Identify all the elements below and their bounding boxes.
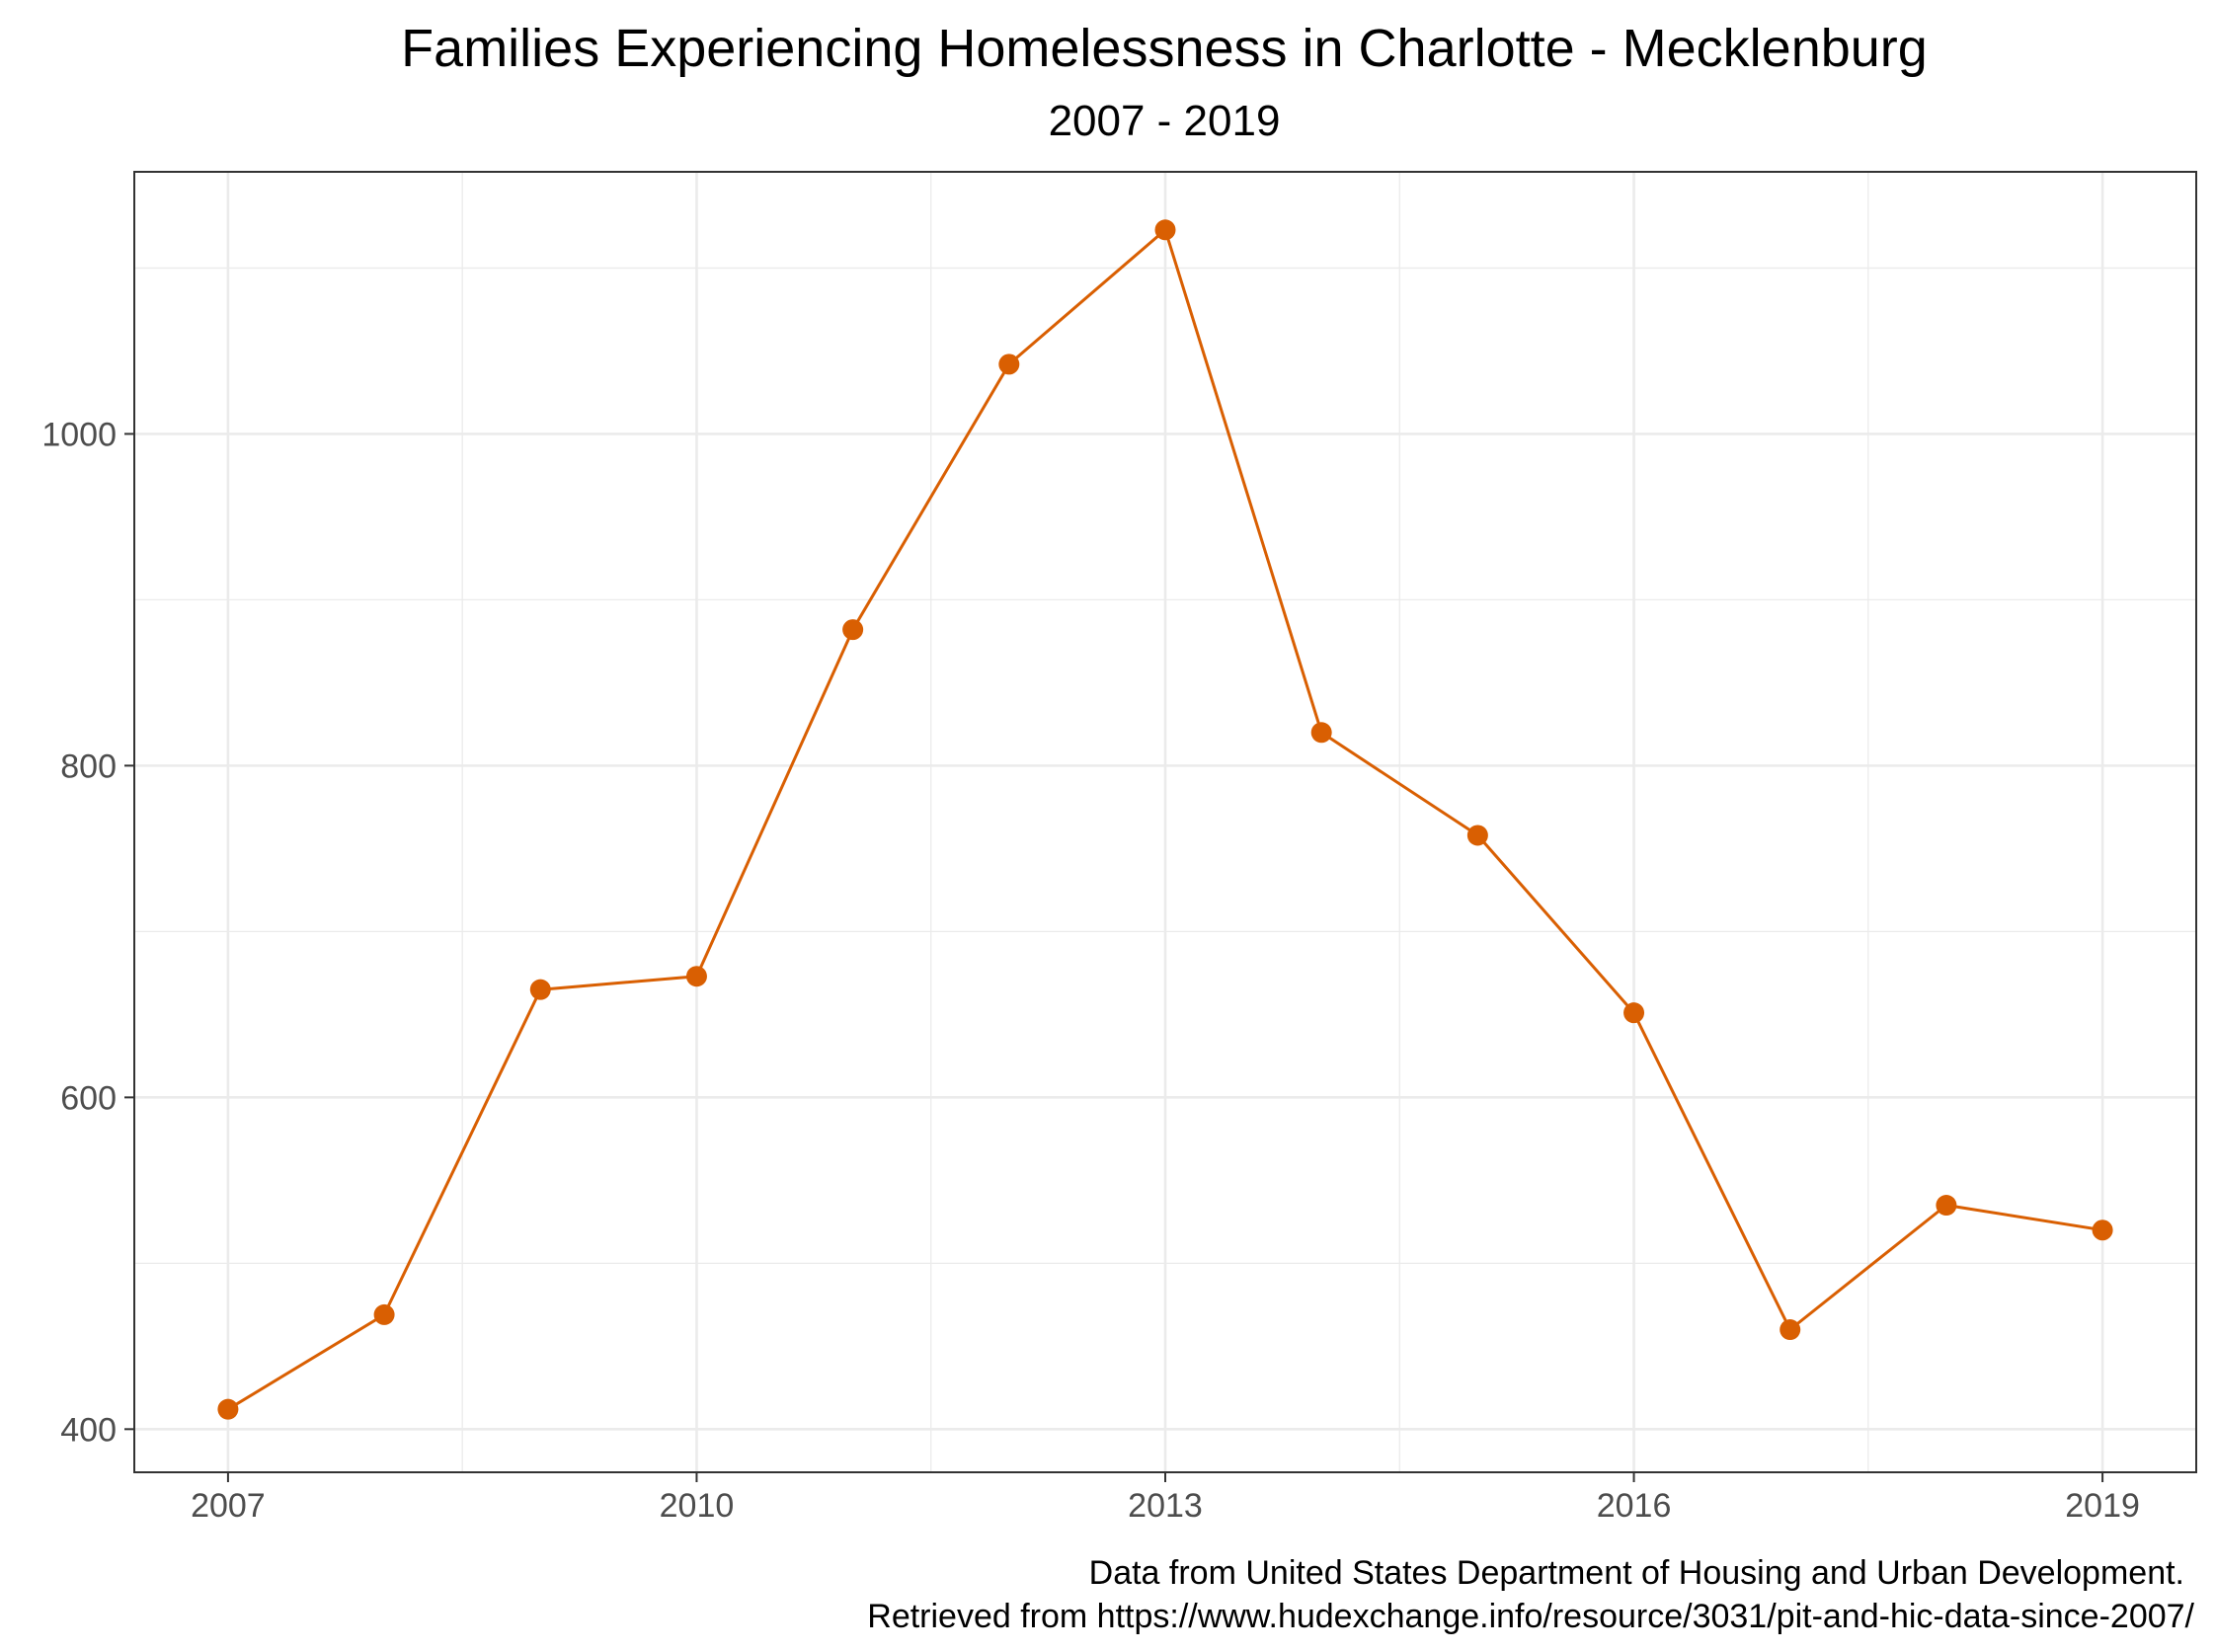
data-point	[529, 979, 551, 1000]
x-tick-label: 2007	[191, 1487, 266, 1525]
grid-major	[134, 172, 2196, 1472]
data-point	[1154, 219, 1176, 241]
x-tick-label: 2016	[1597, 1487, 1672, 1525]
x-tick-label: 2010	[660, 1487, 735, 1525]
x-tick-label: 2013	[1128, 1487, 1203, 1525]
caption-line-1: Data from United States Department of Ho…	[1089, 1554, 2184, 1592]
data-point	[842, 619, 864, 641]
data-point	[998, 354, 1020, 375]
series-group	[217, 219, 2113, 1420]
y-tick-label: 400	[60, 1411, 117, 1449]
data-point	[373, 1303, 395, 1325]
data-point	[685, 966, 707, 987]
y-tick-label: 600	[60, 1079, 117, 1117]
chart-subtitle: 2007 - 2019	[1049, 97, 1281, 145]
x-tick-label: 2019	[2065, 1487, 2140, 1525]
chart-title: Families Experiencing Homelessness in Ch…	[401, 19, 1928, 78]
y-axis: 400 600 800 1000	[41, 416, 134, 1449]
data-point	[217, 1398, 239, 1420]
data-point	[1780, 1319, 1801, 1341]
y-tick-label: 1000	[41, 416, 117, 453]
y-tick-label: 800	[60, 747, 117, 785]
data-point	[1623, 1002, 1645, 1024]
caption-line-2: Retrieved from https://www.hudexchange.i…	[867, 1598, 2194, 1635]
x-axis: 2007 2010 2013 2016 2019	[191, 1472, 2140, 1525]
data-point	[1466, 825, 1488, 846]
data-point	[2092, 1219, 2113, 1241]
data-point	[1936, 1195, 1957, 1217]
data-point	[1310, 722, 1332, 744]
